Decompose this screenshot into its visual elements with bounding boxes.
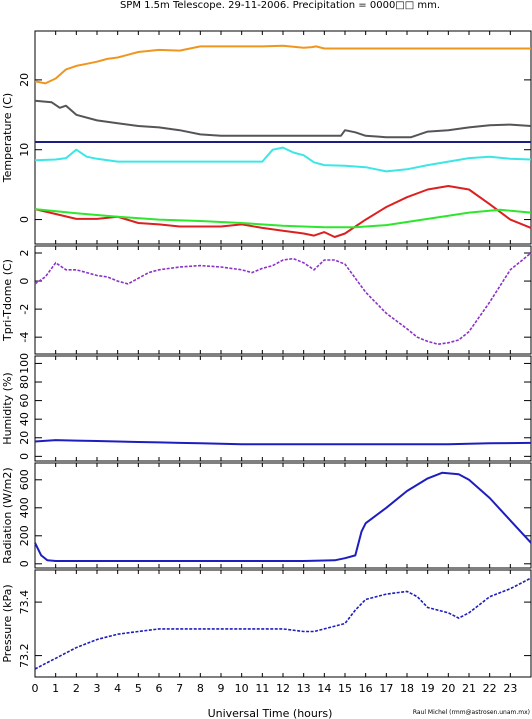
- temperature-series-5: [34, 208, 532, 229]
- y-tick-label: 80: [18, 375, 31, 389]
- x-tick-label: 19: [421, 682, 435, 695]
- temperature-series-3: [34, 146, 532, 173]
- temperature-series-1: [34, 99, 532, 139]
- pressure-panel: 73.2 73.4 Pressure (kPa): [1, 569, 532, 678]
- x-tick-label: 18: [400, 682, 414, 695]
- tpri-tdome-series-0: [34, 252, 532, 346]
- y-tick-label: 20: [18, 431, 31, 445]
- x-axis: 0 1 2 3 4 5 6 7 8 9 10 11 12 13 14 15 16 17 18 19 20 21 22 23: [32, 682, 518, 695]
- y-tick-label: 600: [18, 469, 31, 490]
- tpri-tdome-panel: -4 -2 0 2 Tpri-Tdome (C): [1, 245, 532, 355]
- credit-text: Raul Michel (rmm@astrosen.unam.mx): [413, 709, 530, 716]
- x-tick-label: 6: [156, 682, 163, 695]
- x-tick-label: 23: [503, 682, 517, 695]
- radiation-panel: 0 200 400 600 Radiation (W/m2): [1, 462, 532, 569]
- radiation-frame: [34, 462, 532, 569]
- x-tick-label: 14: [317, 682, 331, 695]
- y-tick-label: 60: [18, 394, 31, 408]
- y-tick-label: 0: [18, 560, 31, 567]
- y-tick-label: 40: [18, 412, 31, 426]
- x-tick-label: 5: [135, 682, 142, 695]
- x-tick-label: 17: [379, 682, 393, 695]
- y-tick-label: 0: [18, 453, 31, 460]
- y-tick-label: 2: [18, 250, 31, 257]
- pressure-frame: [34, 569, 532, 678]
- tpri-tdome-y-axis-label: Tpri-Tdome (C): [1, 259, 14, 342]
- x-tick-label: 15: [338, 682, 352, 695]
- radiation-y-axis-label: Radiation (W/m2): [1, 467, 14, 563]
- temperature-y-axis-label: Temperature (C): [1, 93, 14, 183]
- x-tick-label: 22: [483, 682, 497, 695]
- x-tick-label: 9: [218, 682, 225, 695]
- y-tick-label: 0: [18, 278, 31, 285]
- y-tick-label: 100: [18, 353, 31, 374]
- y-tick-label: 73.4: [18, 590, 31, 615]
- pressure-y-axis-label: Pressure (kPa): [1, 584, 14, 662]
- y-tick-label: 73.2: [18, 643, 31, 668]
- y-tick-label: -2: [18, 304, 31, 315]
- y-tick-label: 200: [18, 525, 31, 546]
- x-tick-label: 8: [197, 682, 204, 695]
- x-tick-label: 12: [276, 682, 290, 695]
- x-axis-label: Universal Time (hours): [208, 707, 333, 719]
- x-tick-label: 16: [359, 682, 373, 695]
- chart-title: SPM 1.5m Telescope. 29-11-2006. Precipit…: [120, 0, 440, 11]
- x-tick-label: 2: [73, 682, 80, 695]
- x-tick-label: 7: [176, 682, 183, 695]
- y-tick-label: 10: [18, 143, 31, 157]
- humidity-series-0: [34, 439, 532, 446]
- y-tick-label: 400: [18, 497, 31, 518]
- x-tick-label: 21: [462, 682, 476, 695]
- x-tick-label: 3: [94, 682, 101, 695]
- temperature-series-4: [34, 185, 532, 238]
- temperature-series-0: [34, 44, 531, 85]
- pressure-series-0: [34, 577, 532, 670]
- y-tick-label: 20: [18, 73, 31, 87]
- tpri-tdome-frame: [34, 245, 532, 355]
- x-tick-label: 4: [114, 682, 121, 695]
- temperature-frame: [34, 30, 532, 245]
- y-tick-label: 0: [18, 216, 31, 223]
- temperature-panel: 0 10 20 Temperature (C): [1, 30, 532, 245]
- humidity-y-axis-label: Humidity (%): [1, 372, 14, 444]
- y-tick-label: -4: [18, 332, 31, 343]
- x-tick-label: 11: [255, 682, 269, 695]
- x-tick-label: 13: [297, 682, 311, 695]
- x-tick-label: 20: [441, 682, 455, 695]
- x-tick-label: 1: [52, 682, 59, 695]
- x-tick-label: 0: [32, 682, 39, 695]
- radiation-series-0: [34, 471, 532, 562]
- x-tick-label: 10: [235, 682, 249, 695]
